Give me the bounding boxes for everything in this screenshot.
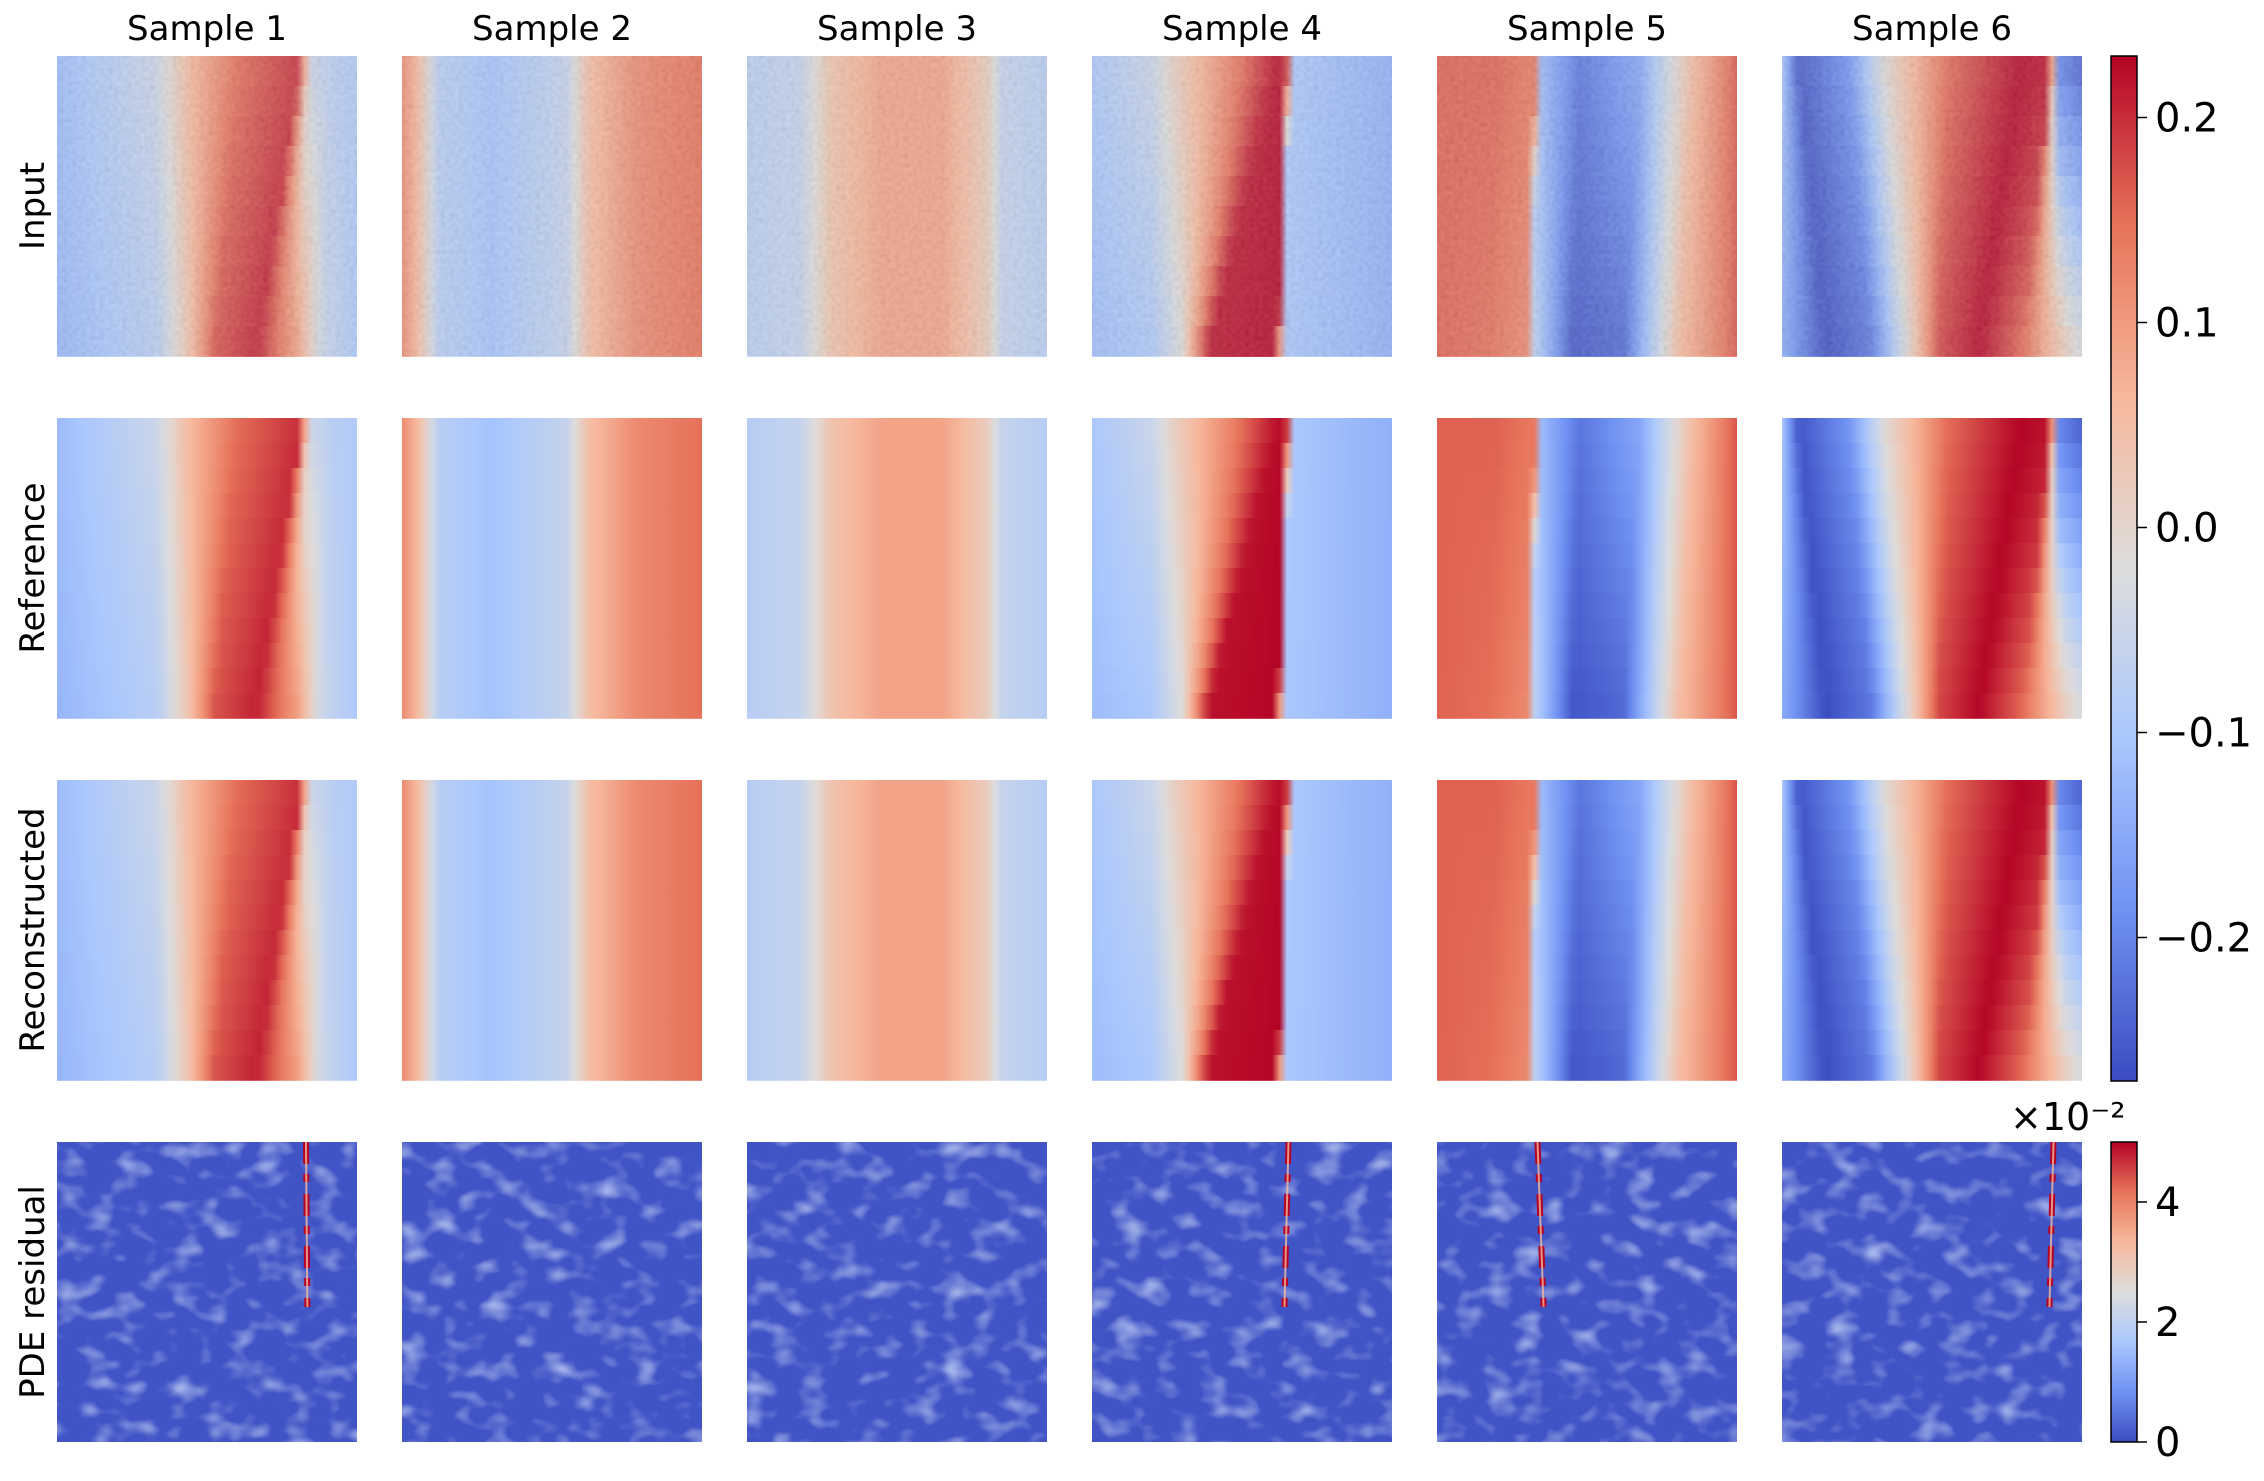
panel-input-sample-1 <box>57 56 357 357</box>
column-title: Sample 4 <box>1162 9 1322 49</box>
colorbar-tick-label: −0.1 <box>2155 711 2252 757</box>
panel-reconstructed-sample-5 <box>1437 780 1737 1081</box>
panel-reconstructed-sample-2 <box>402 780 702 1081</box>
column-title: Sample 2 <box>472 9 632 49</box>
panel-reconstructed-sample-6 <box>1782 780 2082 1081</box>
column-titles: Sample 1 Sample 2 Sample 3 Sample 4 Sample 5… <box>127 9 2012 49</box>
panel-pde-residual-sample-1 <box>57 1141 357 1442</box>
panel-reconstructed-sample-3 <box>747 780 1047 1081</box>
row-label: PDE residual <box>13 1185 53 1399</box>
colorbar-tick-label: 0.0 <box>2155 506 2219 552</box>
column-title: Sample 6 <box>1852 9 2012 49</box>
column-title: Sample 1 <box>127 9 287 49</box>
column-title: Sample 5 <box>1507 9 1667 49</box>
colorbar-tick-label: 0 <box>2155 1420 2180 1466</box>
panel-pde-residual-sample-4 <box>1092 1141 1392 1442</box>
colorbar-tick-label: 0.2 <box>2155 96 2219 142</box>
panel-reconstructed-sample-1 <box>57 780 357 1081</box>
field-colorbar: −0.2 −0.1 0.0 0.1 0.2 <box>2110 55 2252 1082</box>
row-label: Reconstructed <box>13 807 53 1052</box>
panel-reference-sample-4 <box>1092 418 1392 719</box>
panel-reference-sample-1 <box>57 418 357 719</box>
panel-reconstructed-sample-4 <box>1092 780 1392 1081</box>
row-label: Input <box>13 162 53 250</box>
panel-reference-sample-6 <box>1782 418 2082 719</box>
panel-pde-residual-sample-2 <box>402 1142 702 1442</box>
row-label: Reference <box>13 482 53 653</box>
panel-reference-sample-3 <box>747 418 1047 719</box>
panel-pde-residual-sample-3 <box>747 1142 1047 1442</box>
colorbar-tick-label: 4 <box>2155 1180 2180 1226</box>
panel-pde-residual-sample-6 <box>1782 1141 2082 1442</box>
colorbar-gradient <box>2110 55 2138 1082</box>
row-labels: Input Reference Reconstructed PDE residual <box>13 162 53 1399</box>
colorbar-gradient <box>2110 1141 2138 1443</box>
panel-input-sample-4 <box>1092 56 1392 357</box>
panel-input-sample-3 <box>747 56 1047 357</box>
column-title: Sample 3 <box>817 9 977 49</box>
panel-input-sample-2 <box>402 56 702 357</box>
panel-pde-residual-sample-5 <box>1437 1141 1737 1442</box>
panel-reference-sample-2 <box>402 418 702 719</box>
panel-reference-sample-5 <box>1437 418 1737 719</box>
colorbar-tick-label: 0.1 <box>2155 301 2219 347</box>
residual-colorbar: 0 2 4 ×10⁻² <box>2010 1095 2180 1466</box>
panel-input-sample-6 <box>1782 56 2082 357</box>
colorbar-tick-label: −0.2 <box>2155 916 2252 962</box>
colorbar-tick-label: 2 <box>2155 1300 2180 1346</box>
heatmap-panels <box>57 56 2082 1442</box>
colorbar-multiplier: ×10⁻² <box>2010 1095 2125 1139</box>
panel-input-sample-5 <box>1437 56 1737 357</box>
